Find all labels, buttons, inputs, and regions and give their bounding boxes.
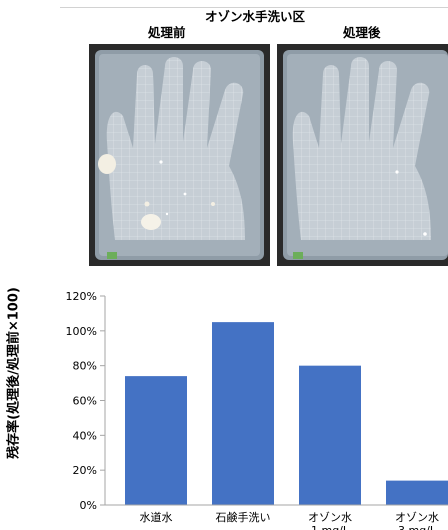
y-tick-label: 80% <box>73 360 97 373</box>
after-treatment-photo <box>277 44 448 266</box>
x-category-label: 水道水 <box>140 510 173 524</box>
y-tick-label: 60% <box>73 395 97 408</box>
bar <box>386 480 448 505</box>
x-category-label: 石鹸手洗い <box>216 510 271 524</box>
x-category-label: 3 mg/L <box>398 524 437 530</box>
bar <box>125 376 187 505</box>
y-tick-label: 100% <box>66 325 97 338</box>
top-divider <box>60 7 448 8</box>
x-category-label: 1 mg/L <box>311 524 350 530</box>
y-tick-label: 40% <box>73 429 97 442</box>
before-label: 処理前 <box>148 25 186 40</box>
x-category-label: オゾン水 <box>308 511 352 524</box>
y-tick-label: 20% <box>73 464 97 477</box>
x-category-label: オゾン水 <box>395 511 439 524</box>
photo-panel-title: オゾン水手洗い区 <box>205 9 306 24</box>
before-treatment-photo <box>89 44 270 266</box>
bar <box>212 322 274 505</box>
y-tick-label: 0% <box>80 499 97 512</box>
after-label: 処理後 <box>343 25 381 40</box>
bar <box>299 365 361 505</box>
y-tick-label: 120% <box>66 290 97 303</box>
